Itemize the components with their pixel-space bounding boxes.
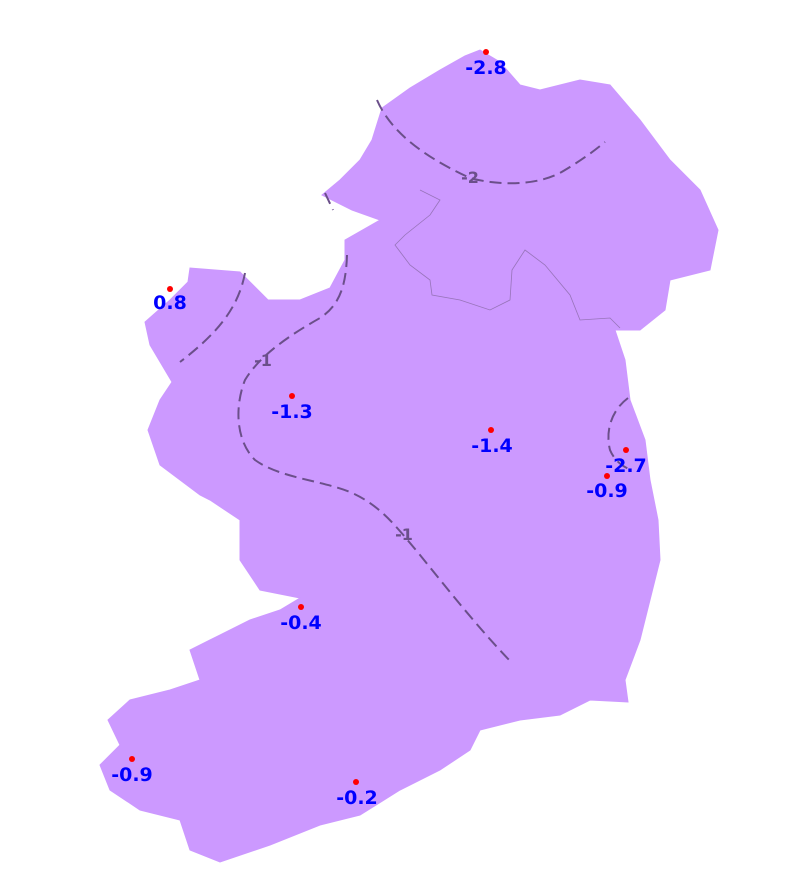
station-value: -1.3 <box>271 401 313 423</box>
station-value: -0.2 <box>336 787 378 809</box>
station-marker <box>623 447 629 453</box>
contour-east-segment <box>607 397 633 471</box>
station-markers <box>129 49 629 785</box>
contour-label: -2 <box>461 168 479 187</box>
contour-minus1 <box>237 254 513 664</box>
contour-minus2 <box>376 99 606 185</box>
station-marker <box>167 286 173 292</box>
station-labels: -2.8 0.8 -1.3 -1.4 -2.7 -0.9 -0.4 -0.9 -… <box>111 57 647 809</box>
ni-border <box>394 189 621 329</box>
station-marker <box>488 427 494 433</box>
station-value: -2.7 <box>605 455 647 477</box>
contour-label: -1 <box>254 351 272 370</box>
station-marker <box>353 779 359 785</box>
station-marker <box>129 756 135 762</box>
station-value: -0.9 <box>111 764 153 786</box>
station-value: -1.4 <box>471 435 513 457</box>
station-value: 0.8 <box>153 292 187 314</box>
contour-west-segment <box>179 272 246 363</box>
ireland-landmass <box>99 49 719 863</box>
station-value: -2.8 <box>465 57 507 79</box>
station-value: -0.4 <box>280 612 322 634</box>
station-marker <box>298 604 304 610</box>
station-value: -0.9 <box>586 480 628 502</box>
contour-northwest-segment <box>324 192 334 211</box>
station-marker <box>289 393 295 399</box>
contour-label: -1 <box>395 525 413 544</box>
station-marker <box>483 49 489 55</box>
station-marker <box>604 473 610 479</box>
